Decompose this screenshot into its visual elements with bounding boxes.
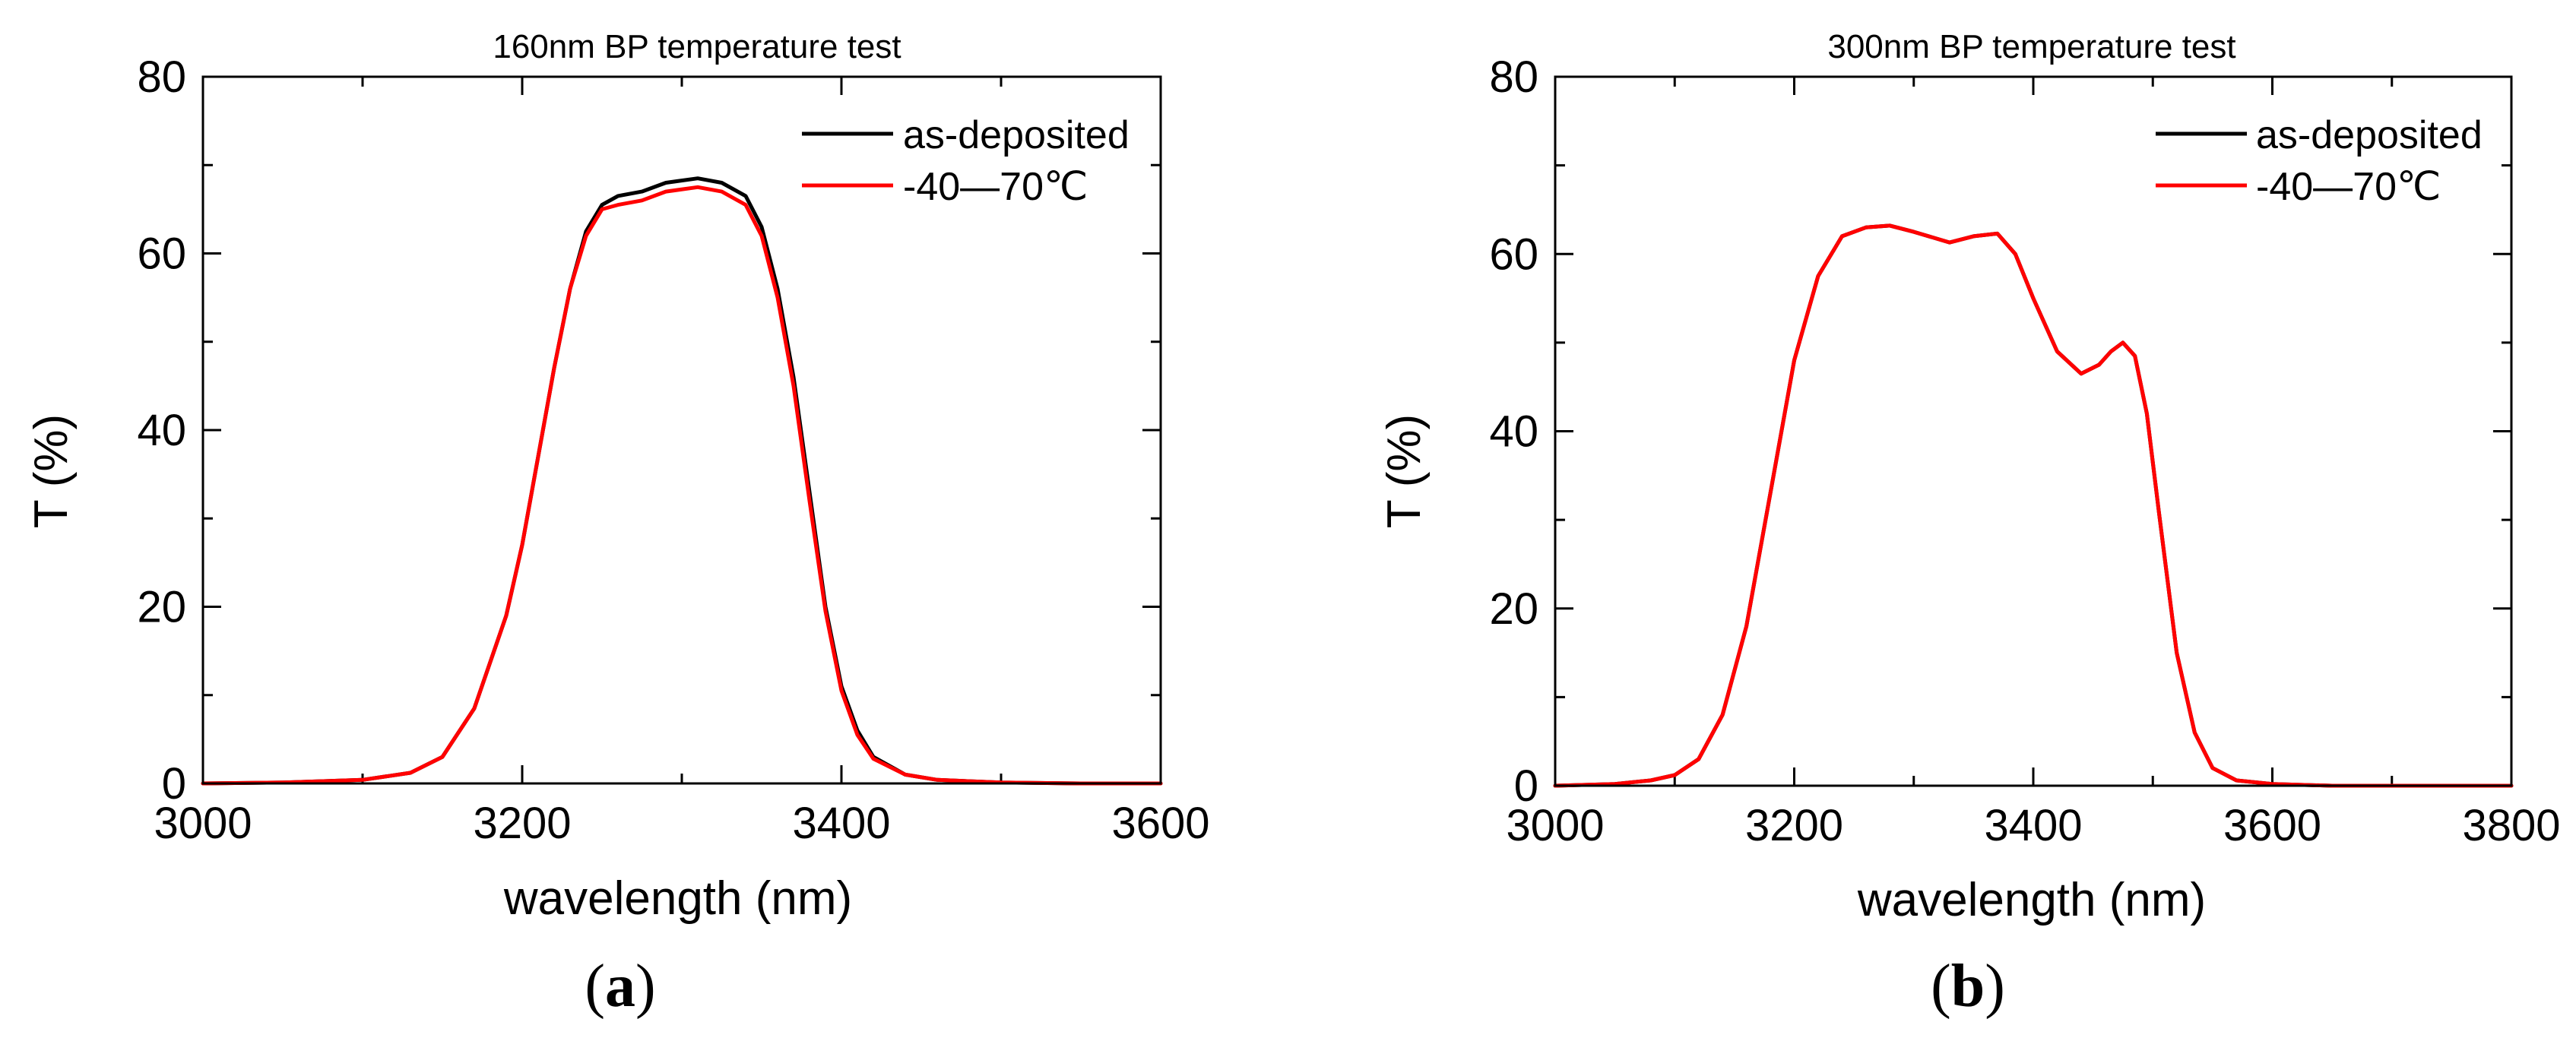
series-line-temperature xyxy=(201,185,1163,786)
legend-label-as-deposited: as-deposited xyxy=(2256,113,2483,157)
series-line-as-deposited xyxy=(1553,223,2514,788)
y-tick-label: 80 xyxy=(1489,52,1538,102)
chart-title: 160nm BP temperature test xyxy=(493,28,901,65)
y-axis-label: T (%) xyxy=(1378,414,1431,528)
x-axis-label: wavelength (nm) xyxy=(503,872,852,925)
series-line-as-deposited xyxy=(201,176,1163,786)
panel-label-a: (a) xyxy=(585,953,655,1020)
panel-letter-a: a xyxy=(605,953,635,1020)
legend-label-temperature: -40—70℃ xyxy=(903,165,1088,209)
series-line-temperature xyxy=(1553,223,2514,788)
x-tick-label: 3000 xyxy=(1506,801,1604,850)
panel-label-b: (b) xyxy=(1931,953,2005,1020)
legend: as-deposited -40—70℃ xyxy=(802,113,1130,209)
y-tick-label: 20 xyxy=(137,583,186,632)
y-tick-label: 60 xyxy=(1489,229,1538,279)
y-tick-label: 20 xyxy=(1489,584,1538,634)
panel-letter-b: b xyxy=(1951,953,1985,1020)
legend: as-deposited -40—70℃ xyxy=(2156,113,2483,209)
plot-frame xyxy=(1554,75,2513,787)
x-tick-label: 3000 xyxy=(154,799,252,848)
chart-panel-a: 160nm BP temperature test wavelength (nm… xyxy=(25,28,1210,1020)
x-tick-label: 3600 xyxy=(2223,801,2321,850)
y-tick-label: 60 xyxy=(137,229,186,279)
y-tick-label: 0 xyxy=(1514,761,1538,811)
y-tick-label: 40 xyxy=(137,406,186,455)
y-tick-label: 0 xyxy=(162,759,186,809)
series-group xyxy=(1553,223,2514,788)
plot-frame xyxy=(201,75,1162,785)
series-group xyxy=(201,176,1163,786)
axis-ticks: 3000 3200 3400 3600 3800 0 20 40 60 80 xyxy=(1489,52,2560,850)
y-tick-label: 80 xyxy=(137,52,186,102)
chart-panel-b: 300nm BP temperature test wavelength (nm… xyxy=(1378,28,2561,1020)
x-tick-label: 3800 xyxy=(2462,801,2560,850)
x-axis-label: wavelength (nm) xyxy=(1857,874,2206,926)
x-tick-label: 3200 xyxy=(1745,801,1843,850)
x-tick-label: 3400 xyxy=(792,799,890,848)
x-tick-label: 3200 xyxy=(473,799,571,848)
x-tick-label: 3400 xyxy=(1984,801,2082,850)
axis-ticks: 3000 3200 3400 3600 0 20 40 60 80 xyxy=(137,52,1209,848)
y-tick-label: 40 xyxy=(1489,407,1538,457)
legend-label-as-deposited: as-deposited xyxy=(903,113,1130,157)
chart-title: 300nm BP temperature test xyxy=(1827,28,2235,65)
x-tick-label: 3600 xyxy=(1111,799,1209,848)
legend-label-temperature: -40—70℃ xyxy=(2256,165,2441,209)
y-axis-label: T (%) xyxy=(25,414,78,528)
